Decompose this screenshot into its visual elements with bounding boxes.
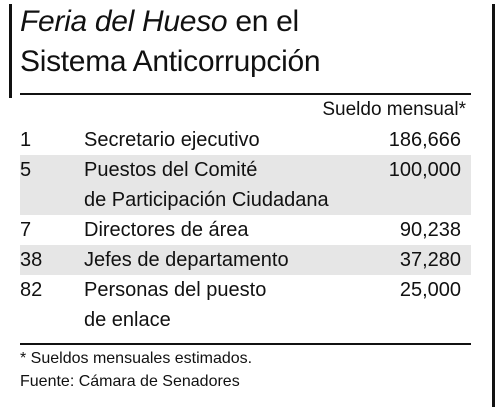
row-salary: 37,280 [399,249,461,271]
row-count: 1 [20,129,32,151]
salary-column-header: Sueldo mensual* [322,99,466,120]
footer-divider [20,343,471,345]
table-row: 7 Directores de área 90,238 [20,215,471,245]
title-line2: Sistema Anticorrupción [20,45,321,78]
row-count: 38 [20,249,43,271]
row-position: Secretario ejecutivo [84,129,260,151]
right-border-rule [492,4,495,407]
row-position: Puestos del Comité de Participación Ciud… [84,159,329,211]
table-row: 82 Personas del puesto de enlace 25,000 [20,275,471,335]
row-salary: 100,000 [388,159,461,181]
chart-title: Feria del Hueso en el Sistema Anticorrup… [20,2,480,82]
row-count: 7 [20,219,32,241]
row-position: Personas del puesto de enlace [84,279,267,331]
left-border-rule [9,4,12,98]
header-divider [20,93,471,95]
row-salary: 25,000 [399,279,461,301]
row-count: 5 [20,159,32,181]
salary-table: 1 Secretario ejecutivo 186,666 5 Puestos del… [20,125,471,335]
row-count: 82 [20,279,43,301]
title-italic-part: Feria del Hueso [20,5,228,38]
title-rest-line1: en el [227,5,299,38]
table-row: 38 Jefes de departamento 37,280 [20,245,471,275]
row-salary: 186,666 [388,129,461,151]
source-credit: Fuente: Cámara de Senadores [20,373,240,390]
row-position: Jefes de departamento [84,249,289,271]
row-position: Directores de área [84,219,249,241]
table-row: 1 Secretario ejecutivo 186,666 [20,125,471,155]
table-row: 5 Puestos del Comité de Participación Ciu… [20,155,471,215]
footnote: * Sueldos mensuales estimados. [20,350,253,367]
row-salary: 90,238 [399,219,461,241]
